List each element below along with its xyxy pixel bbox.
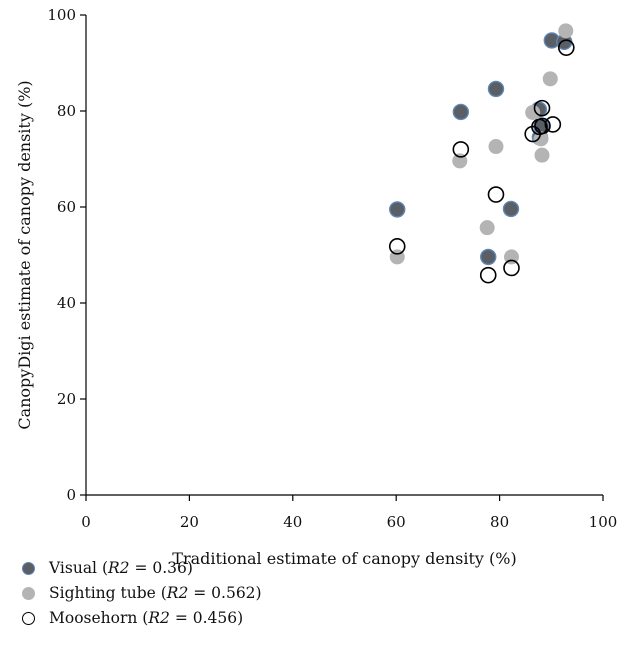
point-moosehorn <box>533 99 551 117</box>
point-moosehorn <box>487 186 505 203</box>
x-tick-label: 0 <box>81 513 91 531</box>
y-axis-title: CanopyDigi estimate of canopy density (%… <box>15 80 34 429</box>
point-moosehorn <box>452 141 470 158</box>
legend-label-moosehorn: Moosehorn (R2 = 0.456) <box>49 609 244 627</box>
point-visual <box>487 80 505 98</box>
x-tick-label: 40 <box>283 513 302 531</box>
legend-label-visual: Visual (R2 = 0.36) <box>49 559 193 577</box>
point-moosehorn <box>534 117 551 135</box>
y-tick-label: 100 <box>47 6 76 24</box>
point-moosehorn <box>503 259 520 277</box>
legend-item-sighting-tube: Sighting tube (R2 = 0.562) <box>22 581 262 606</box>
point-visual <box>389 201 406 218</box>
ticks: 0 20 40 60 80 100 0 20 40 60 80 100 <box>47 6 617 531</box>
legend-item-moosehorn: Moosehorn (R2 = 0.456) <box>22 606 262 631</box>
data-points <box>388 23 575 284</box>
point-sighting-tube <box>525 104 541 120</box>
x-tick-label: 100 <box>589 513 618 531</box>
point-sighting-tube <box>533 131 549 147</box>
y-tick-label: 0 <box>66 486 76 504</box>
legend-label-sighting-tube: Sighting tube (R2 = 0.562) <box>49 584 262 602</box>
point-moosehorn <box>557 39 575 56</box>
x-tick-label: 20 <box>180 513 199 531</box>
point-visual <box>480 248 497 266</box>
axes <box>85 15 603 496</box>
point-sighting-tube <box>542 71 558 87</box>
legend-marker-moosehorn <box>22 612 35 625</box>
point-visual <box>452 103 470 121</box>
point-visual <box>502 200 520 218</box>
point-sighting-tube <box>479 220 495 236</box>
point-moosehorn <box>388 238 406 255</box>
y-tick-label: 80 <box>57 102 76 120</box>
point-sighting-tube <box>488 139 504 155</box>
point-moosehorn <box>479 266 497 284</box>
point-sighting-tube <box>558 23 574 39</box>
legend-marker-sighting-tube <box>22 587 35 600</box>
y-tick-label: 60 <box>57 198 76 216</box>
y-tick-label: 40 <box>57 294 76 312</box>
y-tick-label: 20 <box>57 390 76 408</box>
point-sighting-tube <box>534 147 550 163</box>
legend-item-visual: Visual (R2 = 0.36) <box>22 556 262 581</box>
x-tick-label: 80 <box>490 513 509 531</box>
x-tick-label: 60 <box>387 513 406 531</box>
legend-marker-visual <box>22 562 35 575</box>
x-axis-title: Traditional estimate of canopy density (… <box>172 549 516 568</box>
point-moosehorn <box>544 116 562 133</box>
legend: Visual (R2 = 0.36) Sighting tube (R2 = 0… <box>22 556 262 631</box>
